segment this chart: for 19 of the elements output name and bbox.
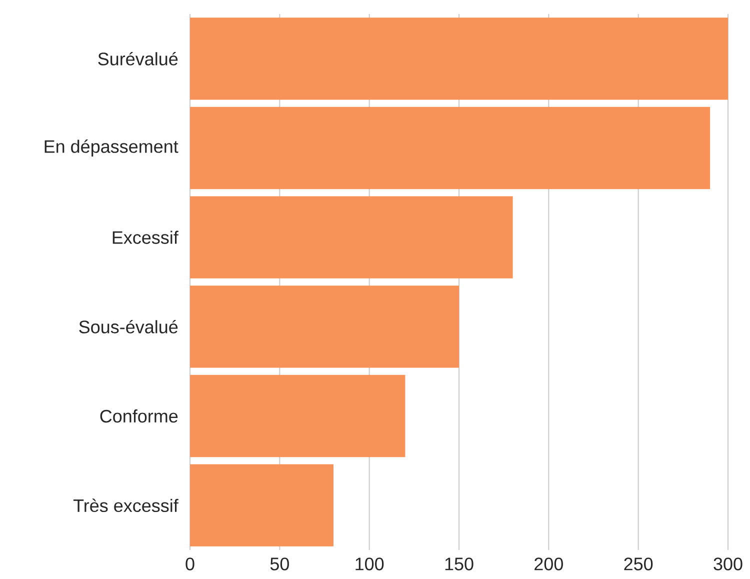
y-tick-label: En dépassement (44, 140, 178, 157)
x-tick-label: 150 (445, 558, 474, 570)
x-tick-label: 300 (714, 558, 742, 570)
y-tick-label: Sous-évalué (79, 320, 178, 334)
bar (190, 18, 728, 100)
bar (190, 286, 459, 368)
x-tick-label: 200 (534, 558, 563, 570)
x-tick-label: 0 (186, 558, 194, 570)
y-tick-label: Conforme (100, 409, 178, 423)
y-tick-label: Surévalué (98, 52, 178, 66)
x-tick-label: 250 (624, 558, 653, 570)
bar (190, 374, 406, 458)
bar (190, 106, 710, 190)
y-tick-label: Excessif (112, 230, 178, 244)
x-tick-label: 50 (270, 558, 289, 570)
y-tick-label: Très excessif (73, 498, 178, 512)
bar (190, 464, 334, 546)
x-tick-label: 100 (356, 558, 384, 570)
bar (190, 196, 513, 278)
